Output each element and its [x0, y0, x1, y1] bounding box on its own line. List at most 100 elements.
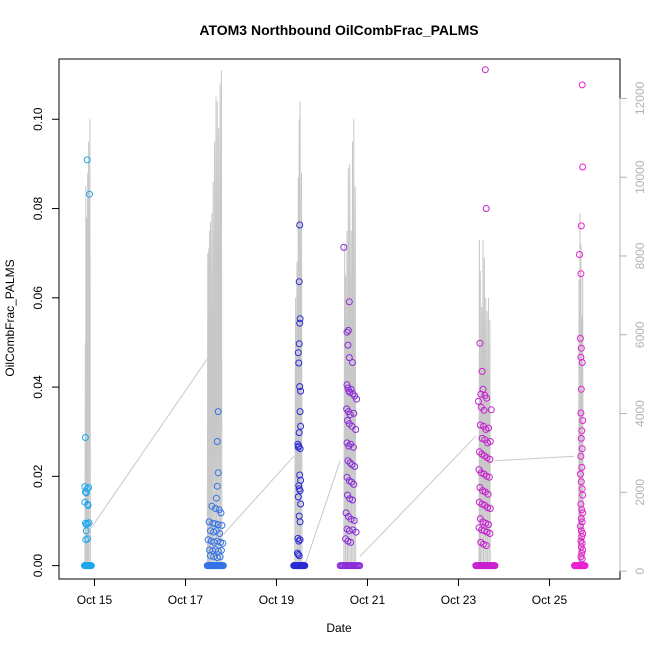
- x-tick-label: Oct 15: [77, 593, 113, 607]
- data-point: [294, 493, 302, 501]
- data-point: [213, 438, 221, 445]
- data-point: [342, 535, 350, 543]
- data-point: [219, 539, 227, 547]
- data-point: [578, 81, 586, 89]
- trace-line: [294, 101, 304, 567]
- data-point: [579, 491, 587, 499]
- data-point: [345, 298, 353, 306]
- data-point: [296, 518, 304, 526]
- data-point: [578, 359, 586, 366]
- data-point: [217, 546, 225, 554]
- data-point: [204, 536, 212, 544]
- connector-line: [494, 455, 575, 462]
- data-point: [482, 205, 490, 212]
- secondary-y-tick-label: 0: [633, 567, 647, 574]
- data-point: [579, 163, 587, 171]
- data-point: [214, 521, 222, 528]
- y-tick-label: 0.00: [31, 554, 45, 578]
- secondary-y-tick-label: 2000: [633, 479, 647, 506]
- plot-frame: [58, 58, 621, 580]
- points-layer: [81, 66, 589, 570]
- data-point: [213, 482, 221, 490]
- data-point: [343, 473, 351, 481]
- data-point: [208, 502, 216, 510]
- data-point: [295, 359, 303, 367]
- data-point: [346, 459, 354, 467]
- x-tick-label: Oct 19: [259, 593, 295, 607]
- data-point: [578, 506, 586, 514]
- data-point: [577, 434, 585, 442]
- data-point: [350, 480, 358, 488]
- y-axis-label: OilCombFrac_PALMS: [3, 259, 17, 376]
- data-point: [216, 530, 224, 537]
- data-point: [478, 367, 486, 375]
- data-point: [295, 537, 303, 545]
- data-point: [485, 521, 492, 528]
- y-tick-label: 0.06: [31, 286, 45, 310]
- data-point: [577, 478, 585, 486]
- data-point: [297, 387, 305, 395]
- trace-line: [206, 70, 224, 567]
- data-point: [578, 555, 586, 563]
- data-point: [577, 452, 585, 460]
- data-point: [295, 340, 303, 348]
- y-tick-label: 0.04: [31, 375, 45, 399]
- secondary-y-tick-label: 10000: [633, 160, 647, 194]
- data-point: [217, 509, 225, 517]
- data-point: [85, 484, 93, 491]
- data-point: [344, 491, 351, 499]
- connector-line: [222, 455, 295, 535]
- x-tick-label: Oct 23: [441, 593, 477, 607]
- connector-line: [90, 358, 208, 528]
- data-point: [484, 490, 492, 498]
- data-point: [350, 409, 358, 417]
- data-point: [475, 448, 483, 456]
- data-point: [577, 515, 585, 523]
- x-axis-label: Date: [326, 621, 352, 635]
- data-point: [207, 552, 214, 560]
- data-point: [349, 496, 356, 504]
- data-point: [218, 521, 226, 529]
- data-point: [296, 383, 304, 391]
- data-point: [344, 326, 352, 334]
- data-point: [486, 505, 494, 512]
- data-point: [486, 455, 494, 463]
- data-point: [296, 445, 304, 453]
- connector-line: [304, 460, 341, 566]
- y-tick-label: 0.10: [31, 107, 45, 131]
- trace-line: [478, 239, 493, 567]
- data-point: [578, 445, 586, 453]
- data-point: [214, 469, 222, 477]
- chart-title: ATOM3 Northbound OilCombFrac_PALMS: [199, 22, 478, 38]
- data-point: [87, 562, 95, 570]
- data-point: [86, 190, 93, 198]
- data-point: [577, 409, 585, 417]
- data-point: [295, 429, 303, 437]
- data-point: [84, 535, 92, 543]
- data-point: [295, 552, 303, 560]
- data-point: [213, 554, 221, 562]
- data-point: [294, 551, 302, 558]
- secondary-y-tick-label: 6000: [633, 321, 647, 348]
- data-point: [296, 315, 304, 323]
- trace-layer: [84, 70, 585, 567]
- data-point: [578, 539, 586, 547]
- data-point: [475, 397, 482, 405]
- data-point: [483, 394, 491, 402]
- data-point: [485, 424, 492, 432]
- data-point: [296, 221, 304, 229]
- data-point: [579, 530, 587, 537]
- data-point: [482, 542, 490, 549]
- data-point: [480, 406, 488, 414]
- data-point: [85, 519, 93, 527]
- data-point: [345, 527, 353, 535]
- x-tick-label: Oct 21: [350, 593, 386, 607]
- data-point: [219, 562, 227, 570]
- data-point: [296, 319, 304, 327]
- data-point: [349, 390, 357, 398]
- data-point: [578, 427, 586, 435]
- data-point: [345, 354, 353, 362]
- data-point: [297, 422, 305, 430]
- data-point: [485, 473, 493, 481]
